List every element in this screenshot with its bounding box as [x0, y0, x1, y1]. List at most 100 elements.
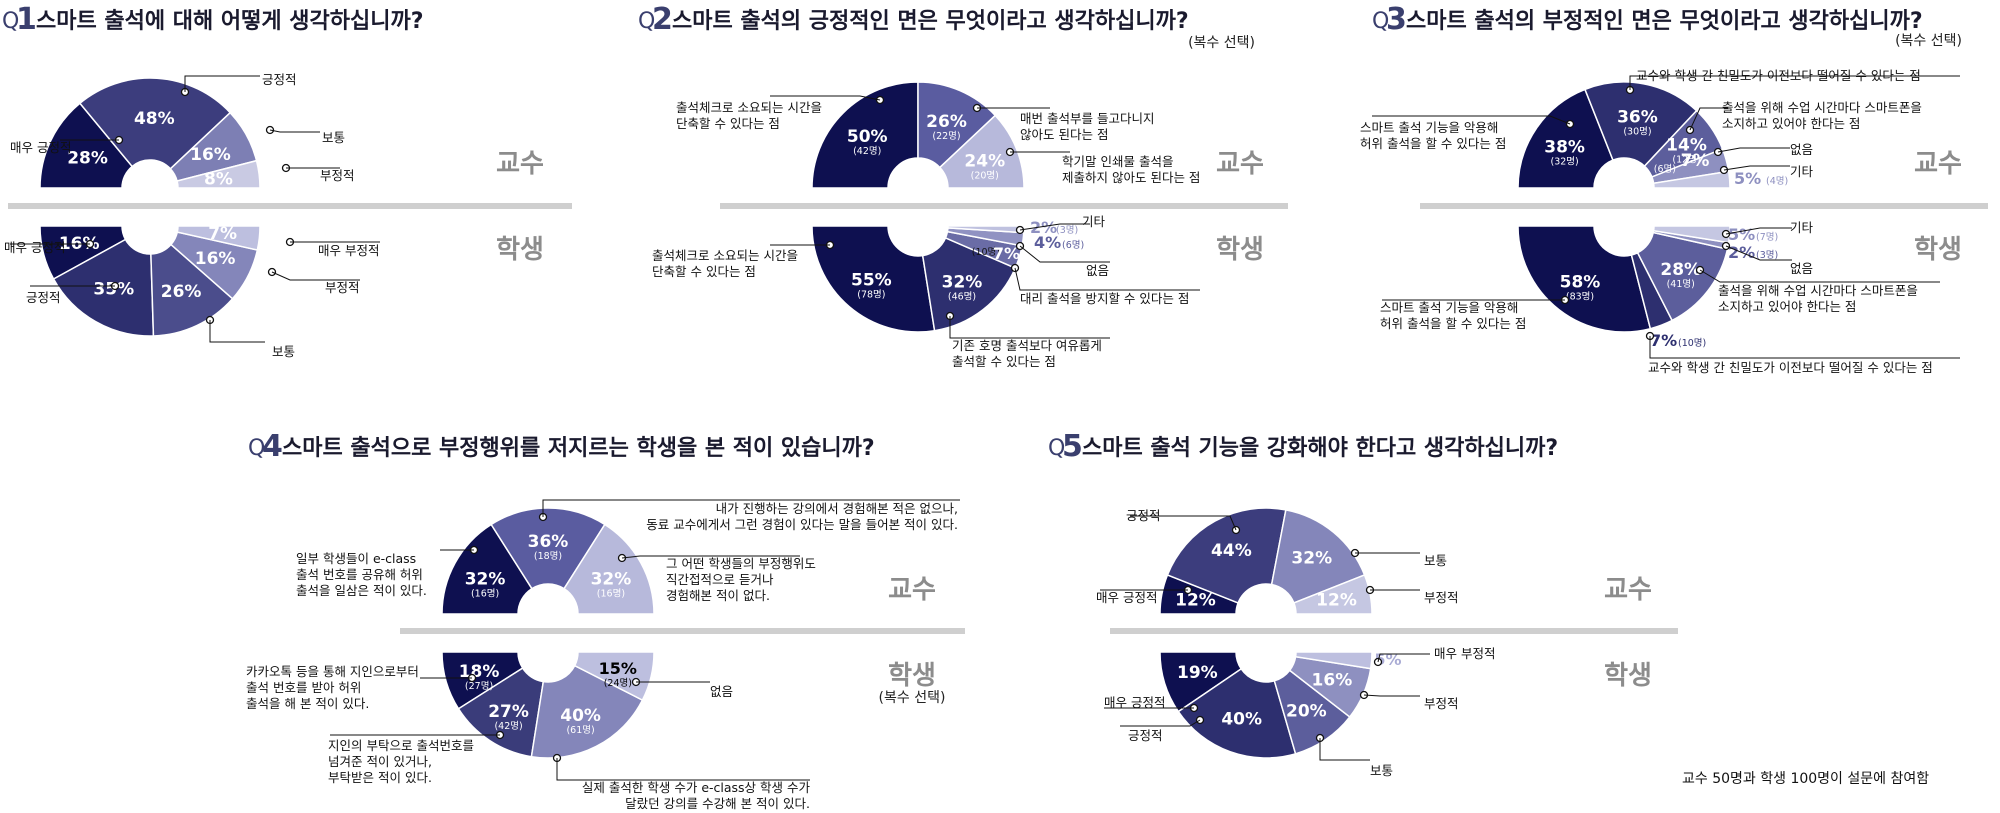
question-number: 4: [262, 429, 283, 464]
slice-label: 긍정적: [262, 72, 297, 87]
data-label-count: (4명): [1766, 176, 1788, 187]
data-label-pct: 24%: [964, 152, 1005, 172]
data-label-pct: 8%: [204, 169, 233, 189]
data-label-pct: 2%: [1030, 218, 1057, 237]
slice-label: 제출하지 않아도 된다는 점: [1062, 170, 1200, 185]
slice-label: 대리 출석을 방지할 수 있다는 점: [1020, 291, 1189, 306]
slice-label: 출석을 해 본 적이 있다.: [246, 696, 369, 711]
data-label-pct: 18%: [459, 662, 500, 682]
slice-label: 없음: [1790, 261, 1813, 276]
slice-label: 매우 긍정적: [1096, 590, 1157, 605]
group-divider: [720, 203, 1288, 209]
pie-slice: [169, 231, 259, 300]
slice-label: 소지하고 있어야 한다는 점: [1722, 116, 1860, 131]
pie-slice: [52, 238, 155, 337]
pie-slice: [917, 81, 997, 169]
pie-slice: [1177, 667, 1297, 759]
pie-slice: [1652, 170, 1731, 189]
pie-slice: [176, 159, 261, 189]
group-divider: [8, 203, 572, 209]
pie-slice: [441, 651, 524, 710]
data-label-pct: 16%: [195, 249, 236, 269]
slice-label: 없음: [710, 684, 733, 699]
callout-line: [1319, 738, 1370, 761]
question-prefix: Q: [248, 436, 265, 461]
slice-label: 단축할 수 있다는 점: [676, 116, 780, 131]
callout-line: [1725, 227, 1792, 235]
slice-label: 넘겨준 적이 있거나,: [328, 754, 432, 769]
data-label-pct: 26%: [926, 112, 967, 132]
slice-label: 부정적: [1424, 590, 1459, 605]
slice-label: 부정적: [325, 280, 360, 295]
group-divider: [1110, 628, 1678, 634]
question-title: 스마트 출석 기능을 강화해야 한다고 생각하십니까?: [1082, 436, 1558, 461]
group-label-professor: 교수: [888, 575, 936, 605]
callout-line: [949, 316, 1110, 339]
callout-line: [1629, 75, 1960, 90]
data-label-pct: 50%: [847, 127, 888, 147]
data-label-pct: 16%: [1312, 671, 1353, 691]
pie-slice: [1294, 651, 1373, 670]
question-prefix: Q: [1048, 436, 1065, 461]
group-label-student: 학생: [1216, 235, 1264, 265]
data-label-pct: 40%: [560, 706, 601, 726]
slice-label: 출석할 수 있다는 점: [952, 354, 1056, 369]
footnote: 교수 50명과 학생 100명이 설문에 참여함: [1682, 771, 1930, 787]
pie-slice: [1270, 509, 1366, 604]
data-label-count: (32명): [1550, 157, 1578, 168]
callout-line: [209, 320, 265, 343]
data-label-count: (30명): [1623, 126, 1651, 137]
group-label-student: 학생: [888, 661, 936, 691]
question-prefix: Q: [638, 9, 655, 34]
question-number: 2: [652, 2, 673, 37]
callout-line: [1120, 719, 1201, 727]
question-number: 3: [1386, 2, 1407, 37]
callout-line: [542, 499, 960, 517]
data-label-pct: 19%: [1177, 663, 1218, 683]
data-label-count: (41명): [1667, 279, 1695, 290]
slice-label: 매우 부정적: [318, 243, 379, 258]
data-label-count: (10명): [972, 247, 1000, 258]
question-title: 스마트 출석의 부정적인 면은 무엇이라고 생각하십니까?: [1406, 9, 1923, 34]
slice-label: 내가 진행하는 강의에서 경험해본 적은 없으나,: [716, 501, 958, 516]
slice-label: 동료 교수에게서 그런 경험이 있다는 말을 들어본 적이 있다.: [646, 517, 958, 532]
pie-slice: [150, 243, 234, 337]
slice-label: 교수와 학생 간 친밀도가 이전보다 떨어질 수 있다는 점: [1648, 360, 1933, 375]
data-label-pct: 7%: [208, 224, 237, 244]
slice-label: 기타: [1790, 220, 1814, 235]
data-label-count: (6명): [1654, 164, 1676, 175]
data-label-pct: 32%: [942, 273, 983, 293]
callout-line: [271, 271, 360, 281]
data-label-count: (42명): [853, 146, 881, 157]
callout-line: [1130, 515, 1237, 531]
data-label-count: (27명): [465, 681, 493, 692]
callout-line: [184, 75, 260, 92]
data-label-count: (24명): [604, 678, 632, 689]
question-prefix: Q: [1372, 9, 1389, 34]
chart-q3: Q3 스마트 출석의 부정적인 면은 무엇이라고 생각하십니까?(복수 선택) 38…: [1360, 2, 1988, 375]
slice-label: 매우 긍정적: [10, 140, 71, 155]
slice-label: 매우 긍정적: [4, 240, 65, 255]
callout-line: [1649, 336, 1960, 359]
data-label-pct: 7%: [993, 244, 1020, 263]
callout-line: [1699, 269, 1940, 283]
pie-slice: [811, 81, 919, 189]
data-label-count: (78명): [857, 290, 885, 301]
pie-slice: [811, 225, 936, 333]
data-label-count: (6명): [1062, 240, 1084, 251]
pie-slice: [441, 523, 533, 615]
data-label-pct: 32%: [1291, 549, 1332, 569]
question-title: 스마트 출석의 긍정적인 면은 무엇이라고 생각하십니까?: [672, 9, 1189, 34]
slice-label: 기존 호명 출석보다 여유롭게: [952, 338, 1102, 353]
data-label-pct: 16%: [190, 145, 231, 165]
data-label-pct: 5%: [1728, 225, 1755, 244]
pie-slice: [39, 225, 127, 281]
data-label-pct: 28%: [67, 149, 108, 169]
pie-slice: [1288, 655, 1372, 719]
slice-label: 출석체크로 소요되는 시간을: [676, 100, 822, 115]
data-label-count: (16명): [597, 588, 625, 599]
data-label-pct: 4%: [1034, 233, 1061, 252]
chart-q4: Q4 스마트 출석으로 부정행위를 저지르는 학생을 본 적이 있습니까?32%(…: [246, 429, 965, 811]
